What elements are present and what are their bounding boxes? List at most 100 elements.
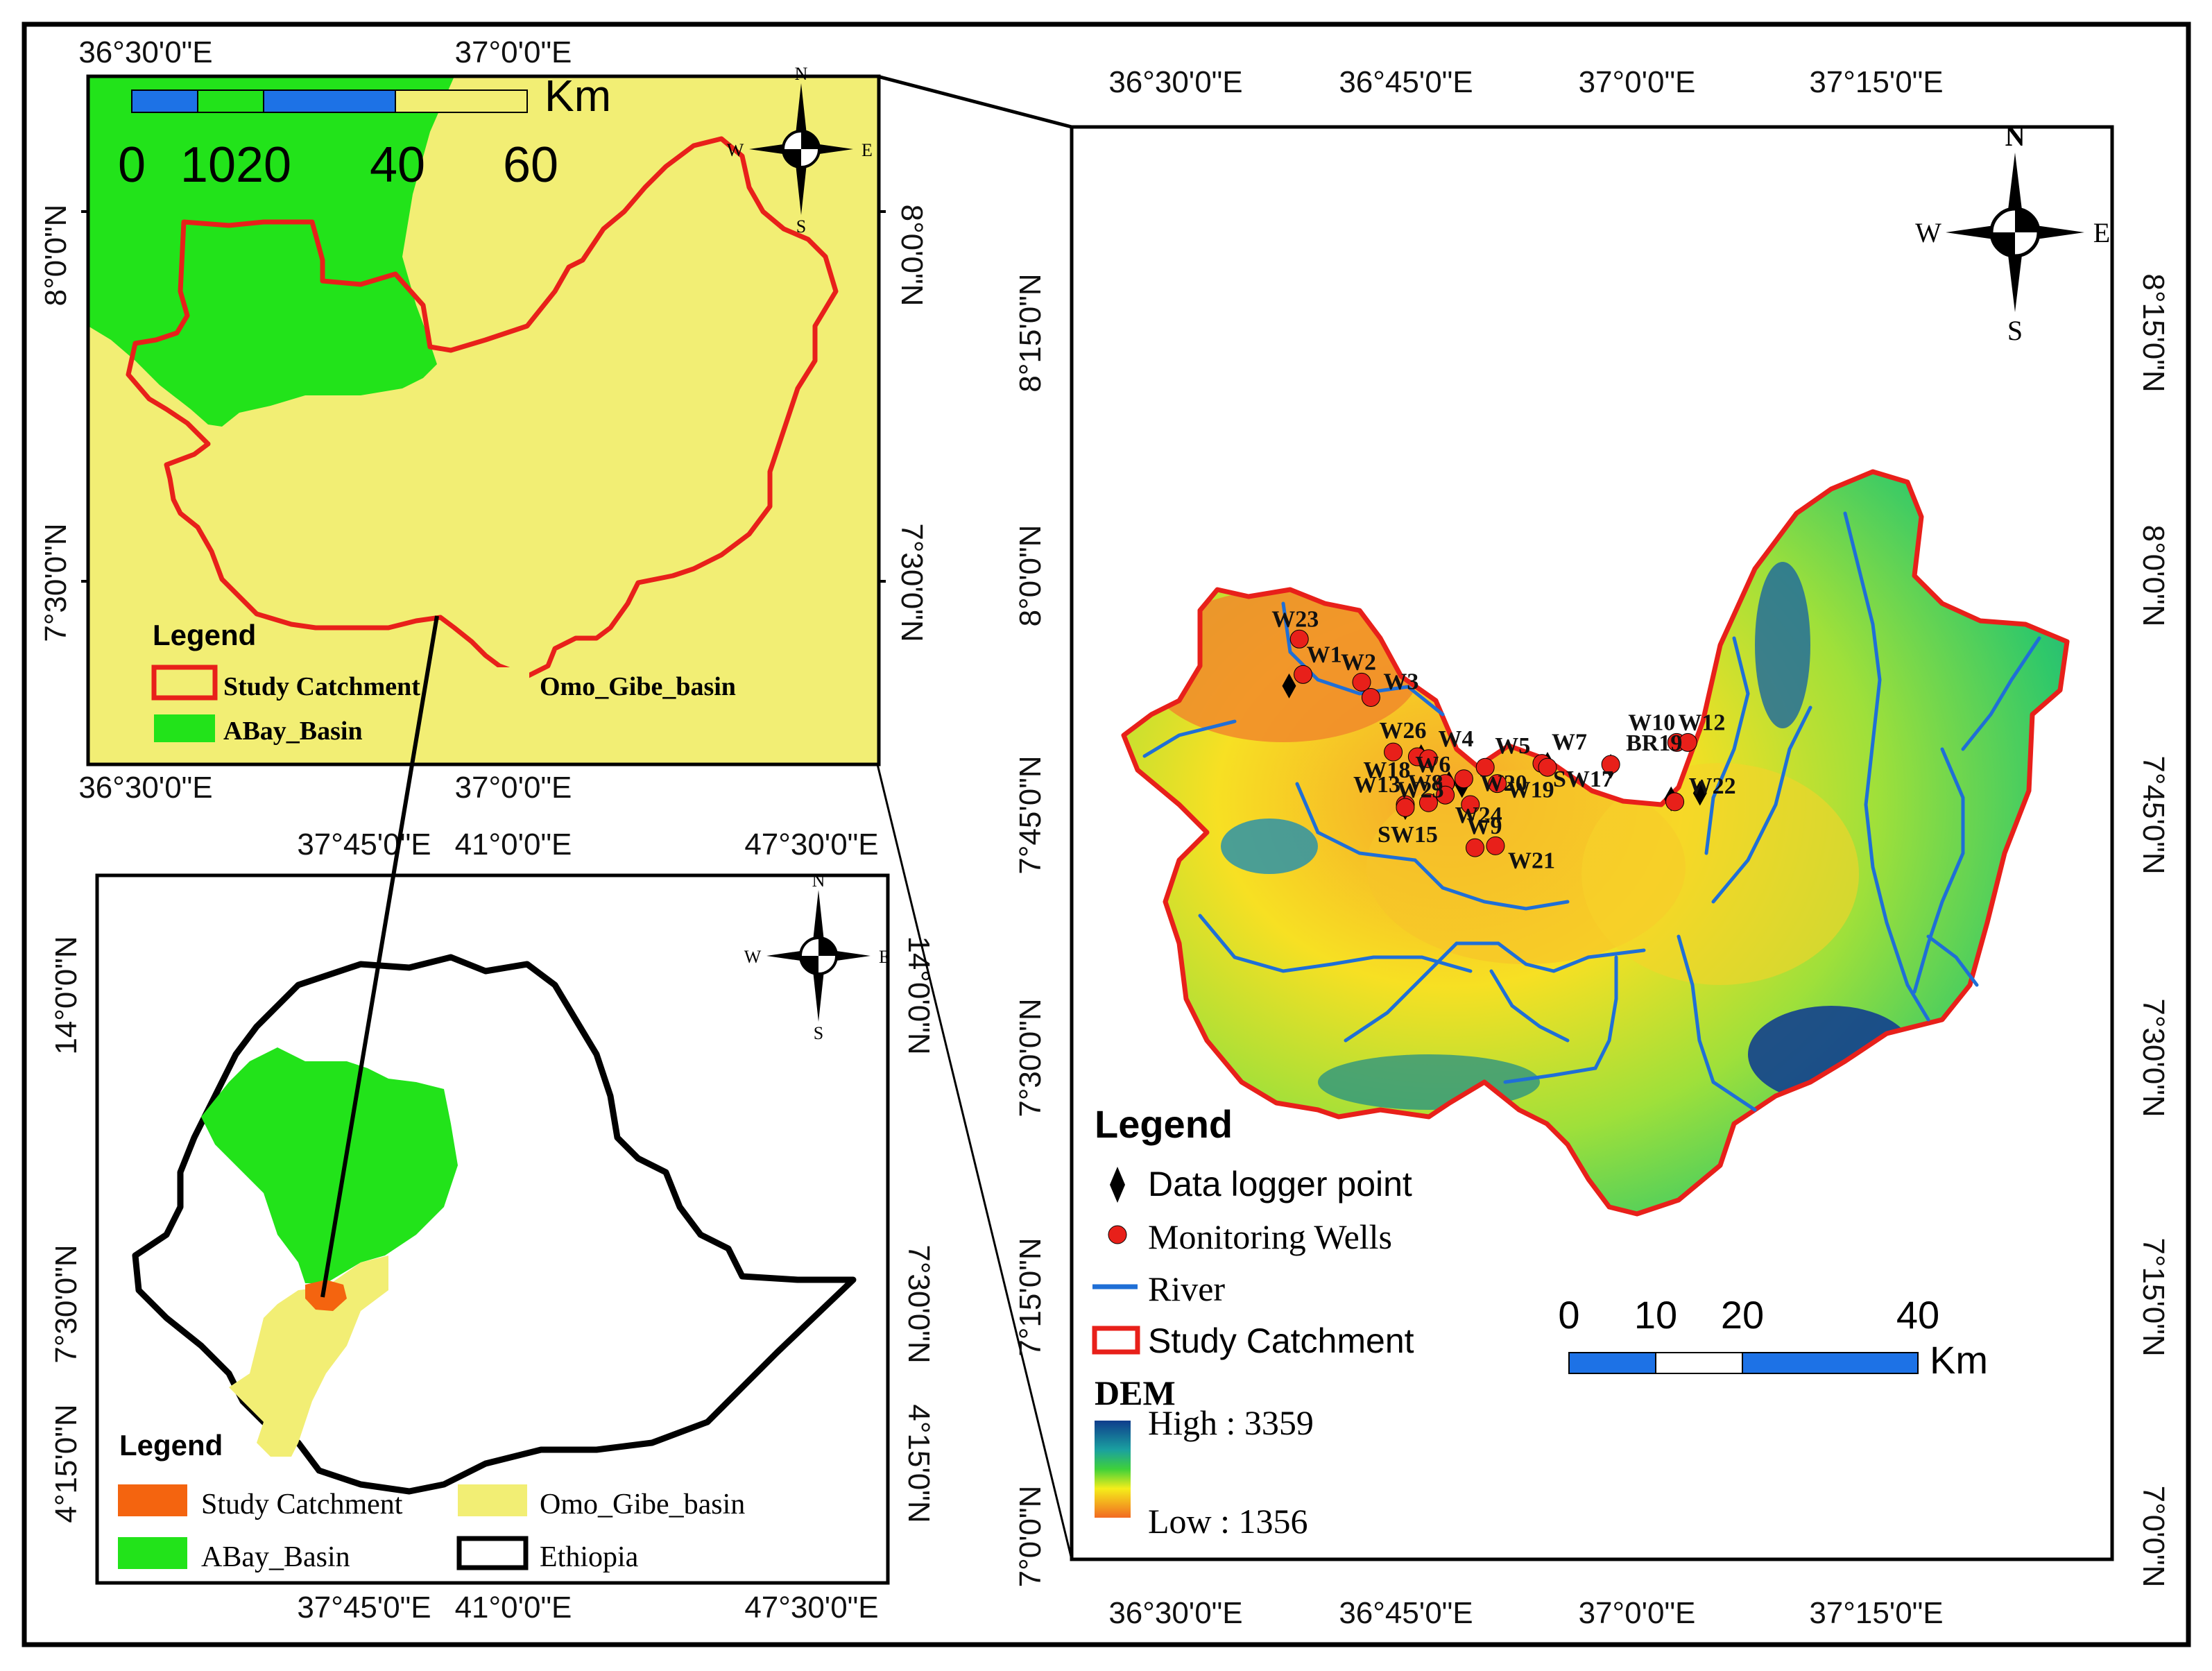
svg-text:0: 0 — [1558, 1293, 1579, 1337]
well-label: W1 — [1307, 642, 1342, 667]
top-scale-40: 40 — [370, 137, 425, 193]
bottom-y-tick-left-2: 7°30'0"N — [49, 1244, 83, 1363]
connector-line-2 — [877, 74, 1072, 129]
monitoring-well-marker — [1665, 792, 1685, 812]
monitoring-well-marker — [1465, 838, 1484, 857]
monitoring-wells — [1289, 629, 1697, 857]
monitoring-well-marker — [1461, 795, 1480, 814]
svg-text:E: E — [861, 140, 873, 160]
well-label: W8 — [1407, 770, 1443, 796]
main-legend-title: Legend — [1095, 1102, 1233, 1146]
bottom-x-tick-bottom-2: 41°0'0"E — [455, 1591, 572, 1625]
monitoring-well-marker — [1418, 793, 1438, 812]
svg-text:S: S — [2007, 315, 2023, 346]
main-x-tick-4: 37°15'0"E — [1809, 65, 1943, 99]
main-x-tick-bottom-3: 37°0'0"E — [1579, 1596, 1696, 1630]
svg-text:E: E — [2093, 217, 2110, 248]
connector-line-3 — [876, 764, 1073, 1560]
top-scale-bar: Km 0 1020 40 60 — [118, 71, 611, 193]
legend-logger-label: Data logger point — [1148, 1165, 1412, 1203]
bottom-legend-study: Study Catchment — [201, 1489, 403, 1520]
well-label: W4 — [1438, 726, 1473, 752]
well-label: W23 — [1271, 606, 1319, 632]
top-y-tick-right-2: 7°30'0"N — [895, 523, 929, 642]
main-legend: Legend Data logger point Monitoring Well… — [1092, 1102, 1414, 1541]
main-x-tick-2: 36°45'0"E — [1339, 65, 1473, 99]
main-y-tick: 7°0'0"N — [2136, 1486, 2170, 1588]
bottom-legend-ethiopia: Ethiopia — [540, 1541, 639, 1573]
bottom-legend-omo: Omo_Gibe_basin — [540, 1489, 745, 1520]
dem-high: High : 3359 — [1148, 1403, 1314, 1442]
monitoring-well-marker — [1538, 757, 1557, 777]
bottom-x-tick-1: 37°45'0"E — [297, 828, 431, 862]
main-north-arrow-icon: N S W E — [1915, 121, 2110, 346]
bottom-x-tick-bottom-1: 37°45'0"E — [297, 1591, 431, 1625]
monitoring-well-marker — [1601, 755, 1620, 774]
well-label: W24 — [1455, 803, 1502, 828]
main-y-tick: 8°0'0"N — [2136, 525, 2170, 627]
well-label: W25 — [1397, 778, 1444, 803]
main-x-tick-1: 36°30'0"E — [1108, 65, 1242, 99]
bottom-y-tick-right-1: 14°0'0"N — [902, 936, 936, 1054]
main-y-tick: 7°45'0"N — [2136, 755, 2170, 874]
omo-gibe-basin-area — [229, 1256, 388, 1457]
top-legend-title: Legend — [153, 619, 256, 651]
main-y-tick: 7°15'0"N — [1013, 1237, 1047, 1356]
main-y-tick: 7°0'0"N — [1013, 1486, 1047, 1588]
main-x-tick-bottom-1: 36°30'0"E — [1108, 1596, 1242, 1630]
main-x-tick-3: 37°0'0"E — [1579, 65, 1696, 99]
svg-text:N: N — [795, 64, 808, 84]
study-catchment-outline — [126, 136, 839, 679]
monitoring-well-marker — [1396, 798, 1415, 817]
top-scale-unit: Km — [545, 71, 611, 121]
main-y-tick: 7°30'0"N — [2136, 998, 2170, 1117]
svg-text:Km: Km — [1930, 1338, 1988, 1382]
main-x-tick-bottom-2: 36°45'0"E — [1339, 1596, 1473, 1630]
main-y-tick: 8°0'0"N — [1013, 525, 1047, 627]
svg-text:N: N — [2005, 121, 2025, 152]
dem-low: Low : 1356 — [1148, 1502, 1308, 1541]
well-label: W7 — [1552, 730, 1587, 755]
bottom-inset: 37°45'0"E 41°0'0"E 47°30'0"E 37°45'0"E 4… — [49, 828, 936, 1625]
main-y-tick: 7°45'0"N — [1013, 755, 1047, 874]
legend-study-icon — [1092, 1326, 1140, 1355]
legend-well-label: Monitoring Wells — [1148, 1217, 1392, 1256]
top-inset-frame — [86, 74, 881, 766]
top-x-tick-bottom-1: 36°30'0"E — [78, 771, 212, 805]
well-label: W5 — [1495, 733, 1530, 759]
top-legend-abay: ABay_Basin — [223, 717, 363, 746]
bottom-y-tick-right-3: 4°15'0"N — [902, 1404, 936, 1523]
dem-ramp — [1095, 1421, 1131, 1518]
bottom-x-tick-bottom-3: 47°30'0"E — [744, 1591, 878, 1625]
monitoring-well-marker — [1418, 749, 1438, 769]
data-logger-marker — [1282, 673, 1296, 699]
well-label: W21 — [1508, 848, 1555, 873]
top-scale-0: 0 — [118, 137, 146, 193]
well-label: W13 — [1353, 772, 1400, 798]
main-y-tick: 8°15'0"N — [2136, 273, 2170, 392]
top-x-tick-1: 36°30'0"E — [78, 35, 212, 69]
well-label: W3 — [1383, 669, 1418, 694]
legend-river-label: River — [1148, 1269, 1225, 1308]
top-x-tick-2: 37°0'0"E — [455, 35, 572, 69]
dem-title: DEM — [1095, 1373, 1176, 1412]
top-inset: 36°30'0"E 37°0'0"E 36°30'0"E 37°0'0"E 8°… — [39, 35, 929, 805]
well-label: W19 — [1507, 778, 1554, 803]
svg-text:S: S — [814, 1023, 823, 1043]
top-y-tick-left-1: 8°0'0"N — [39, 205, 73, 307]
bottom-x-tick-3: 47°30'0"E — [744, 828, 878, 862]
top-legend-omo: Omo_Gibe_basin — [540, 672, 736, 701]
bottom-y-tick-right-2: 7°30'0"N — [902, 1244, 936, 1363]
well-label: W10 — [1628, 710, 1675, 735]
well-label: W12 — [1678, 710, 1725, 735]
svg-text:E: E — [879, 947, 890, 967]
monitoring-well-marker — [1475, 757, 1495, 777]
monitoring-well-marker — [1289, 629, 1309, 649]
main-x-tick-bottom-4: 37°15'0"E — [1809, 1596, 1943, 1630]
svg-text:W: W — [744, 947, 762, 967]
abay-basin-area — [201, 1047, 458, 1283]
monitoring-well-marker — [1384, 742, 1403, 762]
